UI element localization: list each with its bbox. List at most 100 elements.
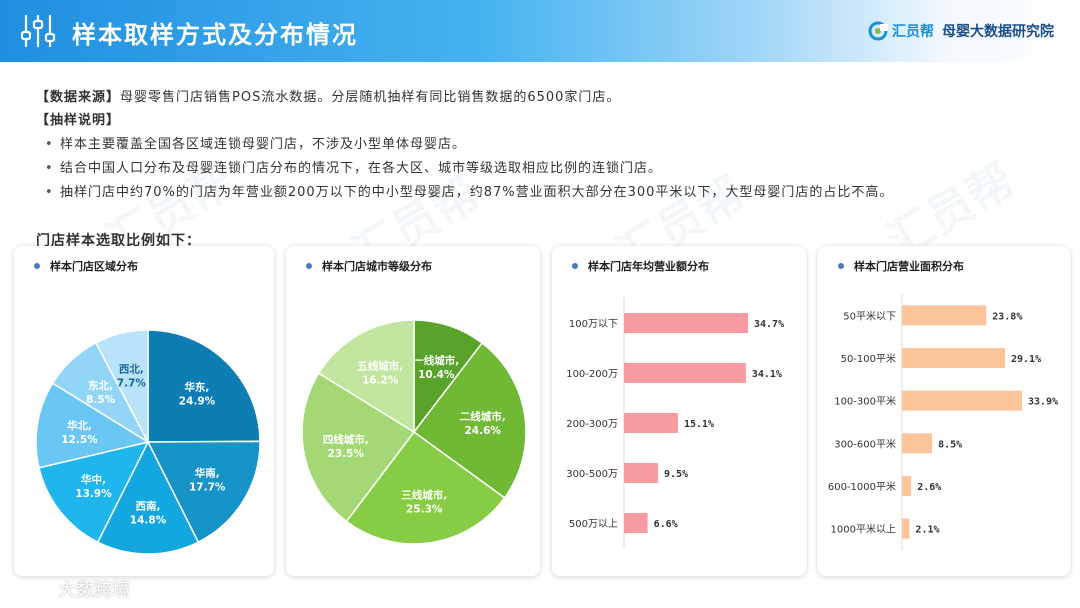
category-label: 100万以下 — [569, 319, 618, 330]
slice-label: 东北, — [88, 379, 113, 392]
pie-slice — [146, 440, 261, 544]
slice-value: 17.7% — [189, 481, 226, 493]
bullet-dot-icon — [306, 263, 312, 269]
slice-value: 25.3% — [406, 504, 443, 516]
data-label: 2.6% — [917, 482, 941, 493]
brand: 汇员帮 母婴大数据研究院 — [868, 21, 1054, 41]
pie-slice — [147, 329, 261, 443]
bar — [902, 433, 933, 454]
slice-label: 二线城市, — [460, 410, 506, 423]
region-pie-chart: 华东, 24.9% 华南, 17.7% 西南, 14.8% 华中, 13.9% 华北, 12.5%… — [35, 329, 261, 555]
method-bullet: 样本主要覆盖全国各区域连锁母婴门店，不涉及小型单体母婴店。 — [36, 135, 1046, 154]
slice-value: 8.5% — [86, 394, 116, 406]
slice-label: 四线城市, — [323, 433, 369, 446]
data-label: 33.9% — [1028, 397, 1058, 408]
slice-value: 23.5% — [328, 448, 365, 460]
category-label: 100-200万 — [566, 369, 618, 380]
pie-slice — [413, 319, 484, 435]
data-label: 29.1% — [1011, 354, 1041, 365]
bar — [902, 518, 910, 539]
category-label: 300-500万 — [566, 469, 618, 480]
data-label: 15.1% — [684, 419, 714, 430]
footer-logo-icon — [25, 581, 50, 597]
page-title: 样本取样方式及分布情况 — [72, 21, 358, 49]
category-label: 50平米以下 — [843, 309, 896, 322]
slice-value: 24.6% — [464, 425, 501, 437]
pie-slice — [94, 329, 149, 443]
data-label: 34.7% — [754, 319, 784, 330]
revenue-bar-chart: 100万以下 34.7% 100-200万 34.1% 200-300万 15.1% 300… — [566, 298, 784, 548]
bar — [902, 348, 1006, 368]
region-chart-panel: 样本门店区域分布 华东, 24.9% 华南, 17.7% 西南, 14.8% 华中, 13.9… — [14, 246, 274, 576]
method-bullet: 结合中国人口分布及母婴连锁门店分布的情况下，在各大区、城市等级选取相应比例的连锁… — [36, 159, 1046, 178]
slice-label: 华北, — [67, 419, 92, 432]
category-label: 300-600平米 — [834, 437, 896, 450]
source-text: 母婴零售门店销售POS流水数据。分层随机抽样有同比销售数据的6500家门店。 — [120, 90, 621, 105]
category-label: 200-300万 — [566, 419, 618, 430]
chart-title: 样本门店城市等级分布 — [306, 258, 432, 274]
slice-value: 24.9% — [179, 396, 216, 408]
bullet-dot-icon — [34, 263, 40, 269]
pie-slice — [96, 440, 200, 555]
slice-label: 五线城市, — [357, 359, 403, 372]
bar — [624, 363, 746, 383]
slice-label: 一线城市, — [413, 354, 459, 367]
bar — [902, 390, 1022, 411]
chart-title: 样本门店营业面积分布 — [838, 258, 964, 274]
data-label: 23.8% — [992, 311, 1022, 322]
slice-value: 10.4% — [418, 369, 455, 381]
slice-label: 西南, — [136, 499, 161, 512]
category-label: 100-300平米 — [834, 395, 896, 408]
method-label: 【抽样说明】 — [36, 113, 121, 128]
slice-label: 华东, — [184, 381, 209, 394]
brand-logo-icon — [868, 21, 888, 41]
revenue-chart-panel: 样本门店年均营业额分布 100万以下 34.7% 100-200万 34.1% 200-… — [552, 246, 806, 576]
category-label: 500万以上 — [569, 518, 618, 530]
bullet-dot-icon — [572, 263, 578, 269]
pie-slice — [317, 319, 415, 434]
area-chart-panel: 样本门店营业面积分布 50平米以下 23.8% 50-100平米 29.1% 100-3… — [818, 246, 1070, 576]
category-label: 50-100平米 — [841, 352, 896, 365]
data-label: 9.5% — [664, 469, 688, 480]
charts-subtitle: 门店样本选取比例如下： — [36, 233, 201, 249]
data-label: 8.5% — [938, 439, 962, 450]
city-chart-panel: 样本门店城市等级分布 一线城市, 10.4% 二线城市, 24.6% 三线城市, 25.3… — [286, 246, 540, 576]
data-label: 2.1% — [915, 525, 939, 536]
slice-value: 13.9% — [75, 488, 112, 500]
source-row: 【数据来源】母婴零售门店销售POS流水数据。分层随机抽样有同比销售数据的6500… — [36, 88, 1046, 107]
category-label: 600-1000平米 — [828, 480, 896, 493]
city-pie-chart: 一线城市, 10.4% 二线城市, 24.6% 三线城市, 25.3% 四线城市, 23.5%… — [301, 319, 527, 545]
pie-slice — [412, 342, 527, 499]
bar — [902, 476, 912, 496]
brand-name: 汇员帮 — [892, 24, 934, 40]
slice-value: 12.5% — [61, 434, 98, 446]
bar — [902, 305, 987, 326]
data-label: 6.6% — [654, 519, 678, 530]
slice-label: 华中, — [81, 473, 106, 486]
slice-label: 三线城市, — [401, 489, 447, 502]
source-label: 【数据来源】 — [36, 90, 121, 105]
data-label: 34.1% — [752, 369, 782, 380]
chart-title: 样本门店区域分布 — [34, 258, 138, 274]
pie-slice — [35, 382, 150, 469]
brand-org: 母婴大数据研究院 — [942, 24, 1054, 40]
slice-label: 华南, — [195, 466, 220, 479]
bar — [624, 513, 648, 533]
footer-watermark: 大数跨境 — [24, 576, 130, 602]
chart-title: 样本门店年均营业额分布 — [572, 258, 709, 274]
slice-label: 西北, — [119, 363, 144, 376]
area-bar-chart: 50平米以下 23.8% 50-100平米 29.1% 100-300平米 33.9% 30… — [828, 294, 1058, 550]
slice-value: 16.2% — [362, 374, 399, 386]
sliders-icon — [20, 14, 56, 48]
pie-slice — [38, 440, 150, 544]
method-bullet: 抽样门店中约70%的门店为年营业额200万以下的中小型母婴店，约87%营业面积大… — [36, 183, 1046, 202]
category-label: 1000平米以上 — [831, 523, 896, 536]
pie-slice — [301, 372, 416, 523]
slice-value: 14.8% — [130, 514, 167, 526]
slice-value: 7.7% — [117, 378, 147, 390]
description-block: 【数据来源】母婴零售门店销售POS流水数据。分层随机抽样有同比销售数据的6500… — [36, 88, 1046, 202]
bar — [624, 463, 658, 483]
bullet-dot-icon — [838, 263, 844, 269]
header-bar: 样本取样方式及分布情况 汇员帮 母婴大数据研究院 — [0, 0, 1080, 62]
bar — [624, 313, 748, 333]
